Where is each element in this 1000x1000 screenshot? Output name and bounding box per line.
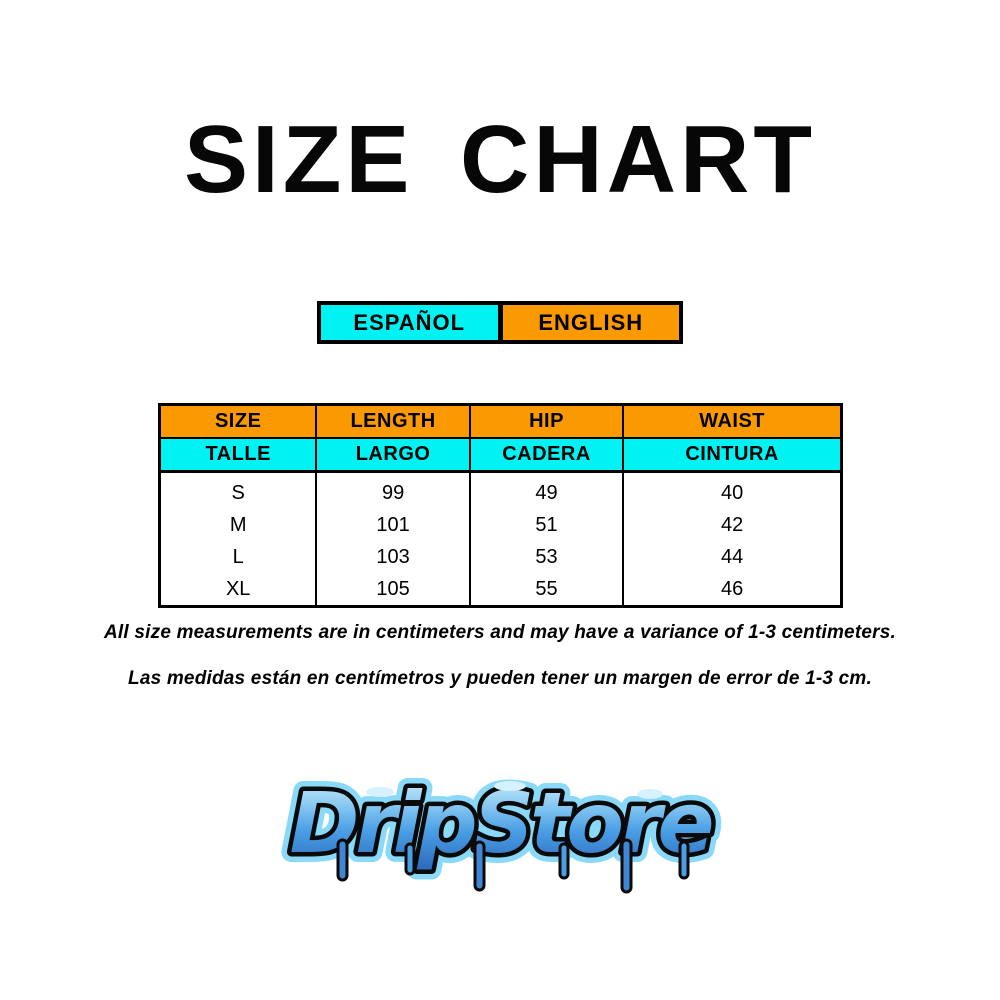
logo-drip	[558, 842, 570, 880]
logo-highlight	[494, 781, 526, 791]
table-row-m: M 101 51 42	[158, 509, 843, 541]
tab-english[interactable]: ENGLISH	[502, 305, 679, 340]
cell-hip: 51	[468, 509, 625, 541]
logo-drip	[473, 840, 486, 892]
measurement-notes: All size measurements are in centimeters…	[0, 622, 1000, 714]
logo-drip	[620, 838, 633, 894]
cell-length: 103	[315, 541, 471, 573]
cell-length: 99	[315, 471, 471, 509]
size-table: SIZE LENGTH HIP WAIST TALLE LARGO CADERA…	[158, 403, 843, 608]
language-tabs: ESPAÑOL ENGLISH	[317, 301, 683, 344]
header-cell-length: LENGTH	[315, 403, 471, 439]
cell-waist: 44	[622, 541, 843, 573]
header-cell-cadera: CADERA	[468, 437, 625, 473]
logo-highlight	[366, 787, 394, 797]
header-cell-size: SIZE	[158, 403, 318, 439]
logo-drip	[678, 840, 690, 880]
cell-size: XL	[158, 573, 318, 607]
cell-hip: 53	[468, 541, 625, 573]
note-english: All size measurements are in centimeters…	[104, 622, 896, 643]
table-row-s: S 99 49 40	[158, 471, 843, 509]
header-cell-waist: WAIST	[622, 403, 843, 439]
table-header-spanish: TALLE LARGO CADERA CINTURA	[158, 437, 843, 473]
cell-length: 105	[315, 573, 471, 607]
page-title: SIZE CHART	[184, 106, 816, 213]
note-spanish: Las medidas están en centímetros y puede…	[128, 668, 872, 689]
cell-hip: 49	[468, 471, 625, 509]
logo-drip	[336, 838, 349, 882]
cell-waist: 42	[622, 509, 843, 541]
cell-size: L	[158, 541, 318, 573]
cell-length: 101	[315, 509, 471, 541]
cell-size: M	[158, 509, 318, 541]
logo-highlight	[637, 789, 663, 799]
cell-hip: 55	[468, 573, 625, 607]
header-cell-hip: HIP	[468, 403, 625, 439]
cell-waist: 40	[622, 471, 843, 509]
dripstore-logo-svg: DripStore DripStore DripStore	[280, 764, 725, 894]
table-header-english: SIZE LENGTH HIP WAIST	[158, 403, 843, 439]
logo-drip	[404, 842, 416, 876]
cell-waist: 46	[622, 573, 843, 607]
tab-espanol[interactable]: ESPAÑOL	[321, 305, 498, 340]
header-cell-talle: TALLE	[158, 437, 318, 473]
header-cell-largo: LARGO	[315, 437, 471, 473]
dripstore-logo: DripStore DripStore DripStore	[260, 748, 740, 913]
header-cell-cintura: CINTURA	[622, 437, 843, 473]
cell-size: S	[158, 471, 318, 509]
table-row-l: L 103 53 44	[158, 541, 843, 573]
table-row-xl: XL 105 55 46	[158, 573, 843, 607]
